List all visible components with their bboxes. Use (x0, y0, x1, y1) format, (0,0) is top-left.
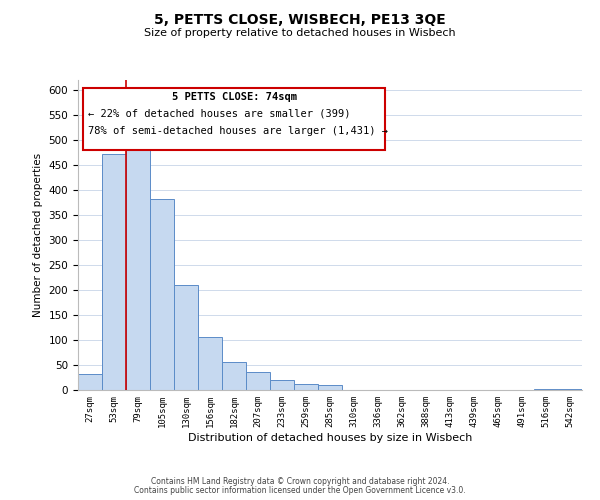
Bar (270, 380, 294, 390)
Bar (558, 389, 582, 390)
Bar (174, 285, 198, 390)
Bar (102, 154, 126, 390)
Bar (150, 199, 174, 390)
Bar (222, 362, 246, 390)
X-axis label: Distribution of detached houses by size in Wisbech: Distribution of detached houses by size … (188, 432, 472, 442)
Text: 5, PETTS CLOSE, WISBECH, PE13 3QE: 5, PETTS CLOSE, WISBECH, PE13 3QE (154, 12, 446, 26)
Text: ← 22% of detached houses are smaller (399): ← 22% of detached houses are smaller (39… (88, 109, 350, 119)
Bar (78, 374, 102, 390)
Text: 78% of semi-detached houses are larger (1,431) →: 78% of semi-detached houses are larger (… (88, 126, 388, 136)
Text: 5 PETTS CLOSE: 74sqm: 5 PETTS CLOSE: 74sqm (172, 92, 297, 102)
Bar (126, 142, 150, 390)
Bar (246, 372, 270, 390)
Text: Contains HM Land Registry data © Crown copyright and database right 2024.: Contains HM Land Registry data © Crown c… (151, 477, 449, 486)
Y-axis label: Number of detached properties: Number of detached properties (33, 153, 43, 317)
Text: Size of property relative to detached houses in Wisbech: Size of property relative to detached ho… (144, 28, 456, 38)
Bar (294, 384, 318, 390)
Bar (198, 337, 222, 390)
Bar (318, 385, 342, 390)
Text: Contains public sector information licensed under the Open Government Licence v3: Contains public sector information licen… (134, 486, 466, 495)
Bar (534, 388, 558, 390)
FancyBboxPatch shape (83, 88, 385, 150)
